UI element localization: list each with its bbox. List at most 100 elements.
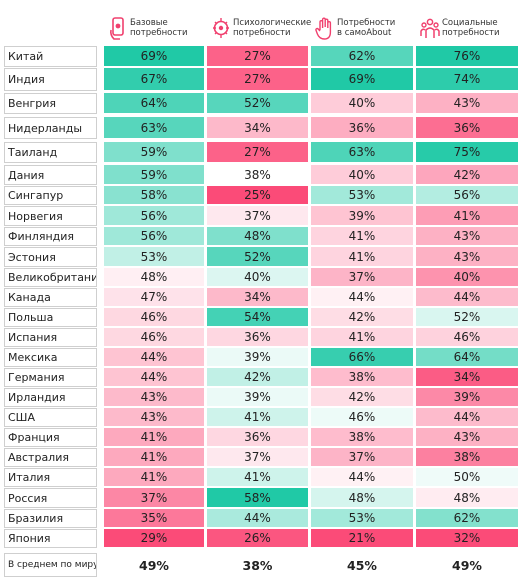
value-cell: 40% — [416, 268, 518, 286]
country-name: Индия — [4, 68, 97, 91]
column-headers: Базовые потребности Психологические потре… — [0, 0, 531, 48]
value-cell: 38% — [207, 165, 308, 184]
value-cell: 44% — [311, 468, 413, 486]
column-header-3: Потребности в самоAbout — [311, 15, 413, 47]
value-cell: 52% — [207, 93, 308, 113]
value-cell: 27% — [207, 142, 308, 162]
value-cell: 54% — [207, 308, 308, 326]
column-header-label: Базовые потребности — [130, 18, 188, 38]
value-cell: 27% — [207, 46, 308, 66]
value-cell: 42% — [207, 368, 308, 386]
value-cell: 42% — [311, 308, 413, 326]
value-cell: 69% — [104, 46, 204, 66]
value-cell: 43% — [104, 408, 204, 426]
value-cell: 62% — [311, 46, 413, 66]
value-cell: 21% — [311, 529, 413, 547]
value-cell: 48% — [104, 268, 204, 286]
value-cell: 38% — [311, 368, 413, 386]
table-row: Польша 46% 54% 42% 52% — [0, 308, 531, 327]
country-name: Япония — [4, 529, 97, 548]
value-cell: 69% — [311, 68, 413, 90]
value-cell: 43% — [416, 247, 518, 266]
country-name: Германия — [4, 368, 97, 387]
value-cell: 75% — [416, 142, 518, 162]
country-name: Сингапур — [4, 186, 97, 205]
country-name: Канада — [4, 288, 97, 307]
column-header-label: Социальные потребности — [442, 18, 500, 38]
phone-hand-icon — [108, 16, 128, 42]
value-cell: 44% — [104, 368, 204, 386]
value-cell: 47% — [104, 288, 204, 306]
value-cell: 39% — [207, 388, 308, 406]
value-cell: 42% — [311, 388, 413, 406]
value-cell: 53% — [311, 186, 413, 204]
column-header-2: Психологические потребности — [207, 15, 311, 47]
average-value: 38% — [242, 557, 273, 573]
country-name: Норвегия — [4, 206, 97, 226]
value-cell: 36% — [207, 428, 308, 446]
value-cell: 53% — [311, 509, 413, 527]
value-cell: 40% — [207, 268, 308, 286]
value-cell: 29% — [104, 529, 204, 547]
value-cell: 64% — [104, 93, 204, 113]
value-cell: 39% — [416, 388, 518, 406]
value-cell: 36% — [311, 117, 413, 138]
value-cell: 37% — [311, 448, 413, 466]
value-cell: 37% — [311, 268, 413, 286]
value-cell: 76% — [416, 46, 518, 66]
value-cell: 39% — [311, 206, 413, 225]
value-cell: 43% — [416, 227, 518, 245]
value-cell: 46% — [104, 328, 204, 346]
value-cell: 48% — [311, 488, 413, 507]
value-cell: 42% — [416, 165, 518, 184]
value-cell: 56% — [416, 186, 518, 204]
value-cell: 41% — [104, 448, 204, 466]
value-cell: 44% — [207, 509, 308, 527]
table-row: Германия 44% 42% 38% 34% — [0, 368, 531, 387]
value-cell: 26% — [207, 529, 308, 547]
value-cell: 27% — [207, 68, 308, 90]
column-header-1: Базовые потребности — [104, 15, 204, 47]
value-cell: 63% — [311, 142, 413, 162]
value-cell: 34% — [207, 288, 308, 306]
column-header-4: Социальные потребности — [416, 15, 518, 47]
value-cell: 41% — [416, 206, 518, 225]
value-cell: 38% — [416, 448, 518, 466]
country-name: Великобритания — [4, 268, 97, 287]
table-row: Ирландия 43% 39% 42% 39% — [0, 388, 531, 407]
country-name: Китай — [4, 46, 97, 67]
table-row: Австралия 41% 37% 37% 38% — [0, 448, 531, 467]
average-value: 45% — [347, 557, 377, 573]
value-cell: 62% — [416, 509, 518, 527]
table-row: Финляндия 56% 48% 41% 43% — [0, 227, 531, 246]
table-row: Канада 47% 34% 44% 44% — [0, 288, 531, 307]
value-cell: 50% — [416, 468, 518, 486]
value-cell: 41% — [104, 468, 204, 486]
value-cell: 34% — [207, 117, 308, 138]
value-cell: 41% — [207, 408, 308, 426]
value-cell: 35% — [104, 509, 204, 527]
value-cell: 36% — [416, 117, 518, 138]
country-name: Нидерланды — [4, 117, 97, 139]
country-name: Ирландия — [4, 388, 97, 407]
table-row: Норвегия 56% 37% 39% 41% — [0, 206, 531, 226]
value-cell: 53% — [104, 247, 204, 266]
raised-hand-icon — [315, 16, 335, 42]
value-cell: 37% — [207, 206, 308, 225]
table-row: Индия 67% 27% 69% 74% — [0, 68, 531, 91]
country-name: Таиланд — [4, 142, 97, 163]
table-row: Нидерланды 63% 34% 36% 36% — [0, 117, 531, 139]
table-row: Италия 41% 41% 44% 50% — [0, 468, 531, 487]
value-cell: 52% — [416, 308, 518, 326]
value-cell: 59% — [104, 165, 204, 184]
value-cell: 58% — [104, 186, 204, 204]
country-name: Бразилия — [4, 509, 97, 528]
value-cell: 39% — [207, 348, 308, 366]
table-row: Эстония 53% 52% 41% 43% — [0, 247, 531, 267]
value-cell: 44% — [416, 408, 518, 426]
value-cell: 56% — [104, 206, 204, 225]
table-row: Таиланд 59% 27% 63% 75% — [0, 142, 531, 163]
value-cell: 41% — [104, 428, 204, 446]
value-cell: 32% — [416, 529, 518, 547]
value-cell: 67% — [104, 68, 204, 90]
